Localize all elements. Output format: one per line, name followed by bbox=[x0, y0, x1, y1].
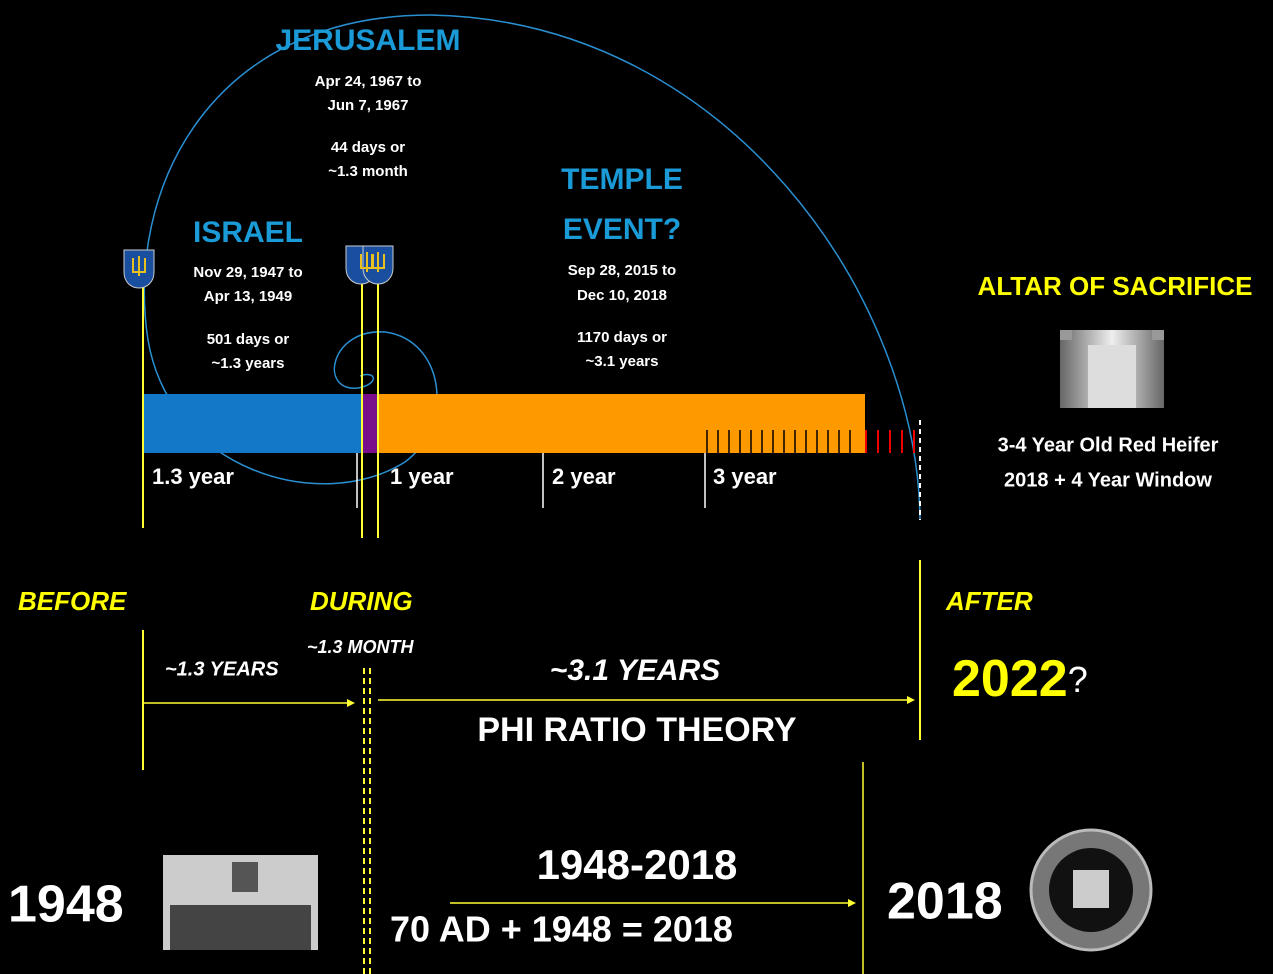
equation: 70 AD + 1948 = 2018 bbox=[390, 909, 733, 950]
infographic: JERUSALEM Apr 24, 1967 to Jun 7, 1967 44… bbox=[0, 0, 1273, 974]
coin bbox=[1031, 830, 1151, 950]
phase: DURING bbox=[310, 586, 413, 616]
event-line: Sep 28, 2015 to bbox=[568, 262, 676, 279]
after-year-line: 2022? bbox=[952, 650, 1088, 708]
after-mark: ? bbox=[1068, 659, 1088, 700]
event-line: 44 days or bbox=[331, 139, 405, 156]
event-line: Apr 13, 1949 bbox=[204, 288, 292, 305]
event-line: Nov 29, 1947 to bbox=[193, 264, 302, 281]
altar-title: ALTAR OF SACRIFICE bbox=[978, 271, 1253, 301]
altar-line: 2018 + 4 Year Window bbox=[1004, 469, 1212, 491]
bar-jerusalem bbox=[362, 394, 377, 453]
phase: BEFORE bbox=[18, 586, 127, 616]
after-year: 2022 bbox=[952, 650, 1068, 708]
event-line: ~1.3 years bbox=[212, 355, 285, 372]
span-label: ~1.3 MONTH bbox=[307, 637, 415, 657]
phase: AFTER bbox=[945, 586, 1033, 616]
event-line: Jun 7, 1967 bbox=[328, 97, 409, 114]
photo bbox=[163, 855, 318, 950]
start-year: 1948 bbox=[8, 876, 124, 934]
bar-israel bbox=[143, 394, 362, 453]
end-year: 2018 bbox=[887, 873, 1003, 931]
event-line: ~3.1 years bbox=[586, 353, 659, 370]
span-label: ~3.1 YEARS bbox=[550, 654, 720, 687]
event-line: Apr 24, 1967 to bbox=[315, 73, 422, 90]
timeline-label: 3 year bbox=[713, 464, 777, 489]
altar-icon bbox=[1060, 330, 1164, 408]
range: 1948-2018 bbox=[537, 841, 738, 888]
altar-line: 3-4 Year Old Red Heifer bbox=[998, 434, 1219, 456]
event-line: Dec 10, 2018 bbox=[577, 287, 667, 304]
event-title: EVENT? bbox=[563, 213, 681, 246]
timeline-label: 1 year bbox=[390, 464, 454, 489]
span-label: ~1.3 YEARS bbox=[165, 658, 279, 680]
event-title: TEMPLE bbox=[561, 163, 683, 196]
bar-temple bbox=[377, 394, 865, 453]
event-line: ~1.3 month bbox=[328, 163, 408, 180]
event-line: 501 days or bbox=[207, 331, 290, 348]
theory: PHI RATIO THEORY bbox=[477, 711, 797, 749]
timeline-label: 1.3 year bbox=[152, 464, 234, 489]
event-line: 1170 days or bbox=[577, 329, 667, 346]
event-title: JERUSALEM bbox=[275, 24, 460, 57]
event-title: ISRAEL bbox=[193, 216, 303, 249]
timeline-label: 2 year bbox=[552, 464, 616, 489]
